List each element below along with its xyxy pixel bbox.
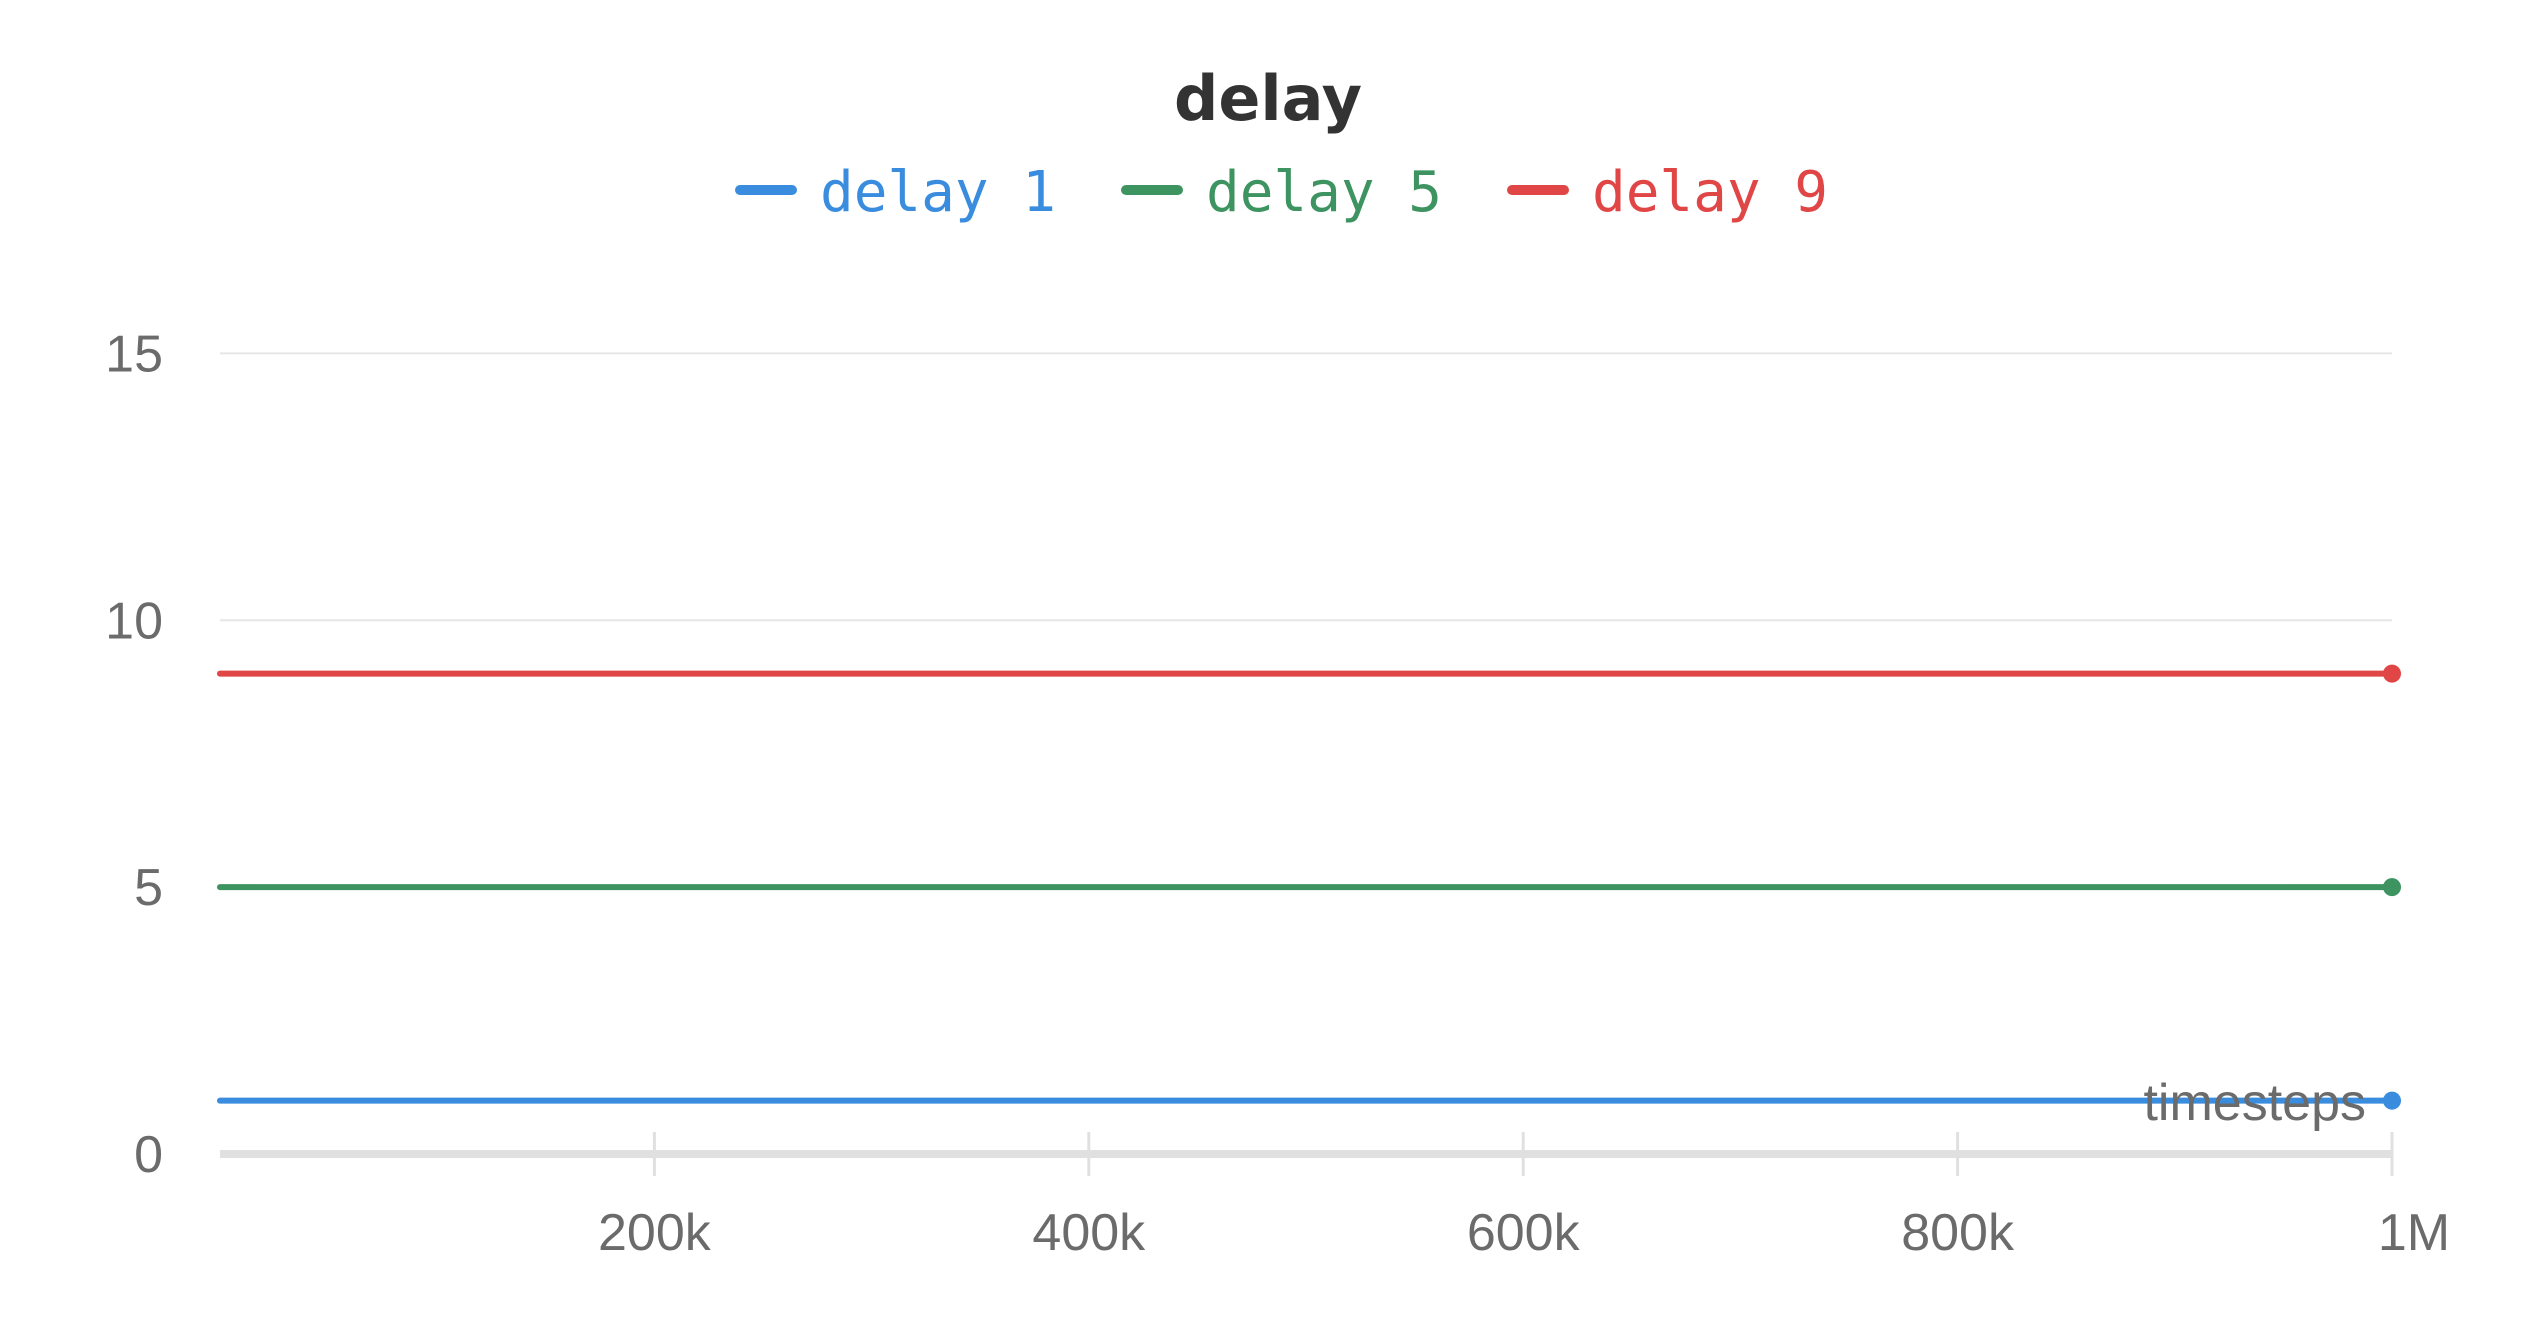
series-lines bbox=[217, 664, 2401, 1110]
x-axis-title: timesteps bbox=[2143, 1074, 2366, 1132]
legend-item[interactable]: delay 5 bbox=[1121, 160, 1442, 225]
series bbox=[217, 1091, 2401, 1110]
chart-title: delay bbox=[1174, 62, 1362, 135]
series bbox=[217, 664, 2401, 683]
y-tick-label: 10 bbox=[105, 592, 163, 650]
y-axis: 0 5 10 15 bbox=[105, 325, 163, 1184]
y-tick-label: 0 bbox=[134, 1126, 163, 1184]
legend-label: delay 1 bbox=[820, 160, 1056, 225]
series-end-point bbox=[2383, 664, 2401, 683]
x-tick-label: 800k bbox=[1901, 1204, 2015, 1262]
x-tick-label: 600k bbox=[1467, 1204, 1581, 1262]
x-tick-label: 400k bbox=[1032, 1204, 1146, 1262]
series-end-point bbox=[2383, 1091, 2401, 1110]
y-tick-label: 15 bbox=[105, 325, 163, 383]
grid-lines bbox=[220, 352, 2392, 889]
legend-label: delay 9 bbox=[1592, 160, 1828, 225]
legend-item[interactable]: delay 1 bbox=[735, 160, 1056, 225]
x-tick-label: 1M bbox=[2378, 1204, 2450, 1262]
legend: delay 1 delay 5 delay 9 bbox=[735, 160, 1828, 225]
x-tick-label: 200k bbox=[598, 1204, 712, 1262]
legend-item[interactable]: delay 9 bbox=[1507, 160, 1828, 225]
series bbox=[217, 878, 2401, 897]
y-tick-label: 5 bbox=[134, 859, 163, 917]
legend-label: delay 5 bbox=[1206, 160, 1442, 225]
x-axis: 200k 400k 600k 800k 1M bbox=[220, 1132, 2450, 1262]
series-end-point bbox=[2383, 878, 2401, 897]
